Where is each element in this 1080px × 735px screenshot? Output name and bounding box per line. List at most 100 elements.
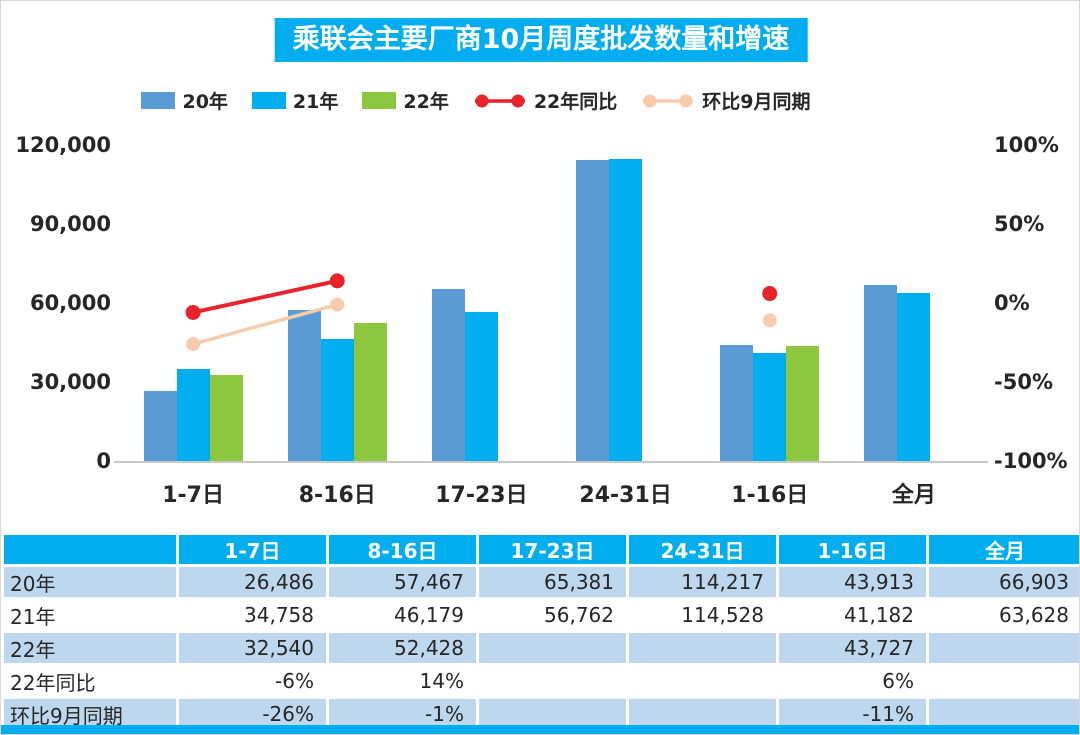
data-table-wrap: 1-7日 8-16日 17-23日 24-31日 1-16日 全月 20年 26,486 57,… <box>1 532 1079 732</box>
legend-label: 20年 <box>182 91 228 113</box>
bar-20年-全月 <box>864 284 898 461</box>
y-axis-tick-left: 30,000 <box>29 370 111 394</box>
y-axis-tick-left: 60,000 <box>29 291 111 315</box>
table-cell: 43,913 <box>776 564 929 600</box>
y-axis-tick-left: 0 <box>96 449 111 473</box>
bar-20年-17-23日 <box>431 288 465 461</box>
table-header-cell: 24-31日 <box>626 532 779 567</box>
table-header-cell: 17-23日 <box>476 532 629 567</box>
table-row-label: 22年同比 <box>1 663 179 699</box>
y-axis-tick-right: 50% <box>994 212 1045 236</box>
bar-21年-8-16日 <box>320 339 354 461</box>
legend-item-21年: 21年 <box>251 87 339 114</box>
x-axis-category-label: 1-7日 <box>162 483 224 508</box>
table-header-cell: 8-16日 <box>326 532 479 567</box>
legend-item-22年: 22年 <box>362 87 449 114</box>
table-header-cell <box>1 532 179 567</box>
bar-22年-1-16日 <box>786 345 820 461</box>
table-header-cell: 全月 <box>926 532 1079 567</box>
table-row-22年同比: 22年同比 -6% 14% 6% <box>1 663 1079 699</box>
table-cell: 14% <box>326 663 479 699</box>
y-axis-tick-right: -50% <box>994 370 1053 394</box>
marker-环比9月同期-1-7日 <box>186 337 201 352</box>
chart-legend: 20年 21年 22年 22年同比 环比9月同期 <box>1 87 981 114</box>
bar-20年-8-16日 <box>287 309 321 461</box>
table-header-row: 1-7日 8-16日 17-23日 24-31日 1-16日 全月 <box>1 532 1079 567</box>
table-cell: 114,528 <box>626 597 779 633</box>
data-table: 1-7日 8-16日 17-23日 24-31日 1-16日 全月 20年 26,486 57,… <box>1 532 1079 732</box>
legend-label: 22年 <box>403 91 449 113</box>
table-header-cell: 1-7日 <box>176 532 329 567</box>
marker-环比9月同期-8-16日 <box>330 297 345 312</box>
chart-plot-area: 乘联会主要厂商10月周度批发数量和增速 20年 21年 22年 22年同比 环比9月同期… <box>1 1 1079 531</box>
bar-21年-17-23日 <box>464 311 498 461</box>
table-cell: 63,628 <box>926 597 1079 633</box>
table-cell: -6% <box>176 663 329 699</box>
legend-line-marker-icon <box>474 94 525 107</box>
table-cell: 6% <box>776 663 929 699</box>
table-cell: 34,758 <box>176 597 329 633</box>
table-cell: 26,486 <box>176 564 329 600</box>
table-cell <box>476 630 629 666</box>
table-row-21年: 21年 34,758 46,179 56,762 114,528 41,182 63,628 <box>1 597 1079 633</box>
legend-item-22年同比: 22年同比 <box>473 87 617 114</box>
marker-环比9月同期-1-16日 <box>762 313 777 328</box>
table-row-label: 22年 <box>1 630 179 666</box>
x-axis-category-label: 8-16日 <box>298 483 376 508</box>
table-cell <box>926 663 1079 699</box>
table-cell: 57,467 <box>326 564 479 600</box>
legend-swatch-icon <box>141 92 176 109</box>
legend-swatch-icon <box>362 92 397 109</box>
bar-20年-1-16日 <box>720 345 754 461</box>
table-row-label: 21年 <box>1 597 179 633</box>
legend-label: 22年同比 <box>533 91 618 113</box>
x-axis-category-label: 全月 <box>891 483 936 508</box>
table-cell: 65,381 <box>476 564 629 600</box>
table-row-20年: 20年 26,486 57,467 65,381 114,217 43,913 66,903 <box>1 564 1079 600</box>
legend-item-环比9月同期: 环比9月同期 <box>641 87 811 114</box>
y-axis-tick-right: -100% <box>994 449 1068 473</box>
x-axis-category-label: 17-23日 <box>435 483 528 508</box>
bar-20年-1-7日 <box>143 391 177 461</box>
table-row-label: 20年 <box>1 564 179 600</box>
legend-item-20年: 20年 <box>141 87 228 114</box>
table-cell: 43,727 <box>776 630 929 666</box>
legend-label: 环比9月同期 <box>702 91 811 113</box>
table-cell: 41,182 <box>776 597 929 633</box>
table-header-cell: 1-16日 <box>776 532 929 567</box>
bar-21年-全月 <box>897 293 931 461</box>
bar-21年-1-7日 <box>176 369 210 461</box>
table-cell: 114,217 <box>626 564 779 600</box>
marker-22年同比-8-16日 <box>329 273 345 289</box>
x-axis-category-label: 1-16日 <box>731 483 809 508</box>
x-axis-category-label: 24-31日 <box>579 483 672 508</box>
bar-22年-8-16日 <box>353 322 387 461</box>
chart-title: 乘联会主要厂商10月周度批发数量和增速 <box>274 18 808 62</box>
y-axis-tick-right: 0% <box>994 291 1030 315</box>
bottom-accent-strip <box>1 725 1079 734</box>
bar-21年-1-16日 <box>753 352 787 461</box>
table-cell: 32,540 <box>176 630 329 666</box>
x-axis-line <box>114 461 988 463</box>
table-cell: 46,179 <box>326 597 479 633</box>
table-cell: 52,428 <box>326 630 479 666</box>
table-cell: 66,903 <box>926 564 1079 600</box>
marker-22年同比-1-16日 <box>762 286 778 302</box>
table-cell <box>626 630 779 666</box>
bar-21年-24-31日 <box>609 159 643 461</box>
legend-swatch-icon <box>251 92 286 109</box>
bar-20年-24-31日 <box>576 160 610 461</box>
table-cell: 56,762 <box>476 597 629 633</box>
bar-22年-1-7日 <box>209 375 243 461</box>
table-row-22年: 22年 32,540 52,428 43,727 <box>1 630 1079 666</box>
marker-22年同比-1-7日 <box>185 304 201 320</box>
legend-label: 21年 <box>292 91 339 113</box>
table-cell <box>626 663 779 699</box>
y-axis-tick-left: 120,000 <box>15 133 111 157</box>
y-axis-tick-right: 100% <box>994 133 1059 157</box>
line-22年同比 <box>192 278 338 315</box>
y-axis-tick-left: 90,000 <box>29 212 111 236</box>
legend-line-marker-icon <box>643 94 694 107</box>
table-cell <box>476 663 629 699</box>
